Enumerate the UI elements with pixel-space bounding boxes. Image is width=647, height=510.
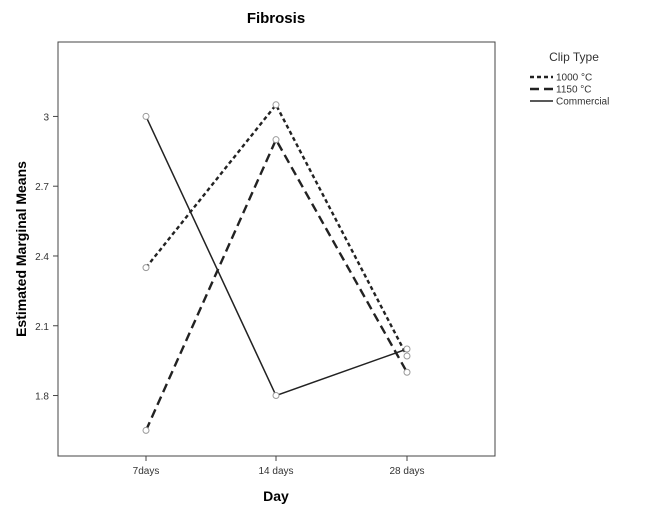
x-tick-label: 14 days bbox=[258, 466, 293, 477]
y-tick-label: 2.4 bbox=[35, 252, 49, 263]
series-line bbox=[144, 137, 409, 431]
legend-title: Clip Type bbox=[549, 50, 599, 64]
legend-item-label: 1000 °C bbox=[556, 73, 592, 84]
data-point bbox=[142, 426, 150, 434]
data-point bbox=[272, 392, 280, 400]
data-point bbox=[272, 136, 280, 144]
y-axis: 1.8 2.1 2.4 2.7 3 bbox=[35, 112, 58, 403]
legend-item-label: 1150 °C bbox=[556, 85, 592, 96]
x-tick-label: 28 days bbox=[389, 466, 424, 477]
data-point bbox=[403, 345, 411, 353]
data-point bbox=[272, 101, 280, 109]
x-axis: 7days 14 days 28 days bbox=[133, 456, 425, 477]
series-line bbox=[145, 116, 408, 397]
y-tick-label: 3 bbox=[43, 112, 49, 123]
y-tick-label: 2.1 bbox=[35, 322, 49, 333]
data-point bbox=[142, 112, 150, 120]
data-point bbox=[403, 368, 411, 376]
legend-item-label: Commercial bbox=[556, 97, 609, 108]
x-tick-label: 7days bbox=[133, 466, 160, 477]
data-point bbox=[142, 264, 150, 272]
data-point bbox=[403, 352, 411, 360]
chart-title: Fibrosis bbox=[247, 10, 305, 27]
series-layer bbox=[142, 101, 411, 434]
y-axis-label: Estimated Marginal Means bbox=[13, 161, 29, 337]
y-tick-label: 1.8 bbox=[35, 392, 49, 403]
x-axis-label: Day bbox=[263, 488, 289, 504]
y-tick-label: 2.7 bbox=[35, 182, 49, 193]
